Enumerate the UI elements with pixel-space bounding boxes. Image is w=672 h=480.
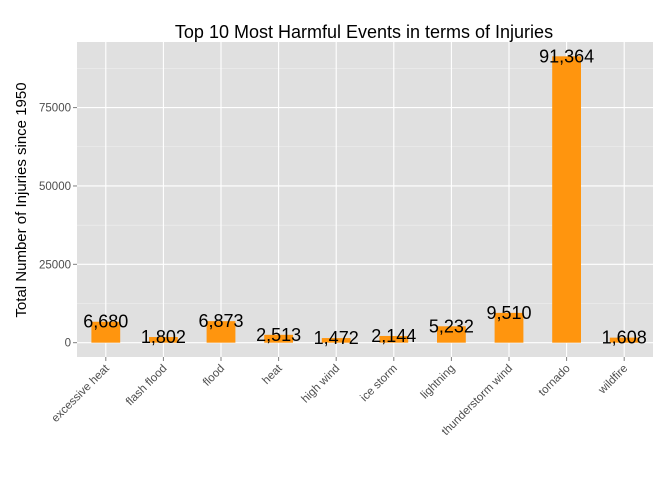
data-label: 2,144 (371, 326, 416, 346)
x-tick-label: tornado (537, 363, 573, 399)
bar (379, 335, 409, 343)
bar (437, 326, 466, 343)
data-label: 91,364 (539, 46, 594, 66)
x-tick-label: ice storm (358, 363, 399, 404)
data-label: 6,680 (83, 312, 128, 332)
bar (609, 337, 639, 343)
bar (206, 321, 236, 343)
chart-title: Top 10 Most Harmful Events in terms of I… (175, 22, 553, 42)
y-axis: 0 25000 50000 75000 (39, 103, 77, 350)
bars (91, 56, 639, 343)
bar (149, 337, 178, 343)
data-label: 1,608 (602, 328, 647, 348)
x-tick-label: lightning (419, 363, 458, 402)
data-labels: 6,680 1,802 6,873 2,513 1,472 2,144 5,232 9,510… (83, 46, 646, 348)
bar (321, 338, 351, 343)
x-tick-label: excessive heat (50, 362, 113, 425)
bar (91, 321, 121, 343)
x-tick-label: wildfire (596, 363, 631, 398)
bar (494, 312, 524, 343)
data-label: 2,513 (256, 325, 301, 345)
y-tick-label: 0 (65, 338, 71, 350)
data-label: 1,802 (141, 327, 186, 347)
y-axis-label: Total Number of Injuries since 1950 (13, 82, 30, 317)
data-label: 5,232 (429, 316, 474, 336)
data-label: 6,873 (198, 311, 243, 331)
bar (552, 56, 581, 343)
data-label: 1,472 (314, 328, 359, 348)
x-axis: excessive heat flash flood flood heat high w… (50, 357, 631, 438)
bar (264, 334, 293, 343)
x-tick-label: heat (260, 362, 285, 387)
x-tick-label: flood (201, 363, 227, 389)
y-tick-label: 75000 (39, 103, 71, 115)
y-tick-label: 25000 (39, 259, 71, 271)
x-tick-label: high wind (299, 363, 342, 406)
data-label: 9,510 (486, 303, 531, 323)
x-tick-label: flash flood (124, 363, 170, 409)
y-tick-label: 50000 (39, 181, 71, 193)
